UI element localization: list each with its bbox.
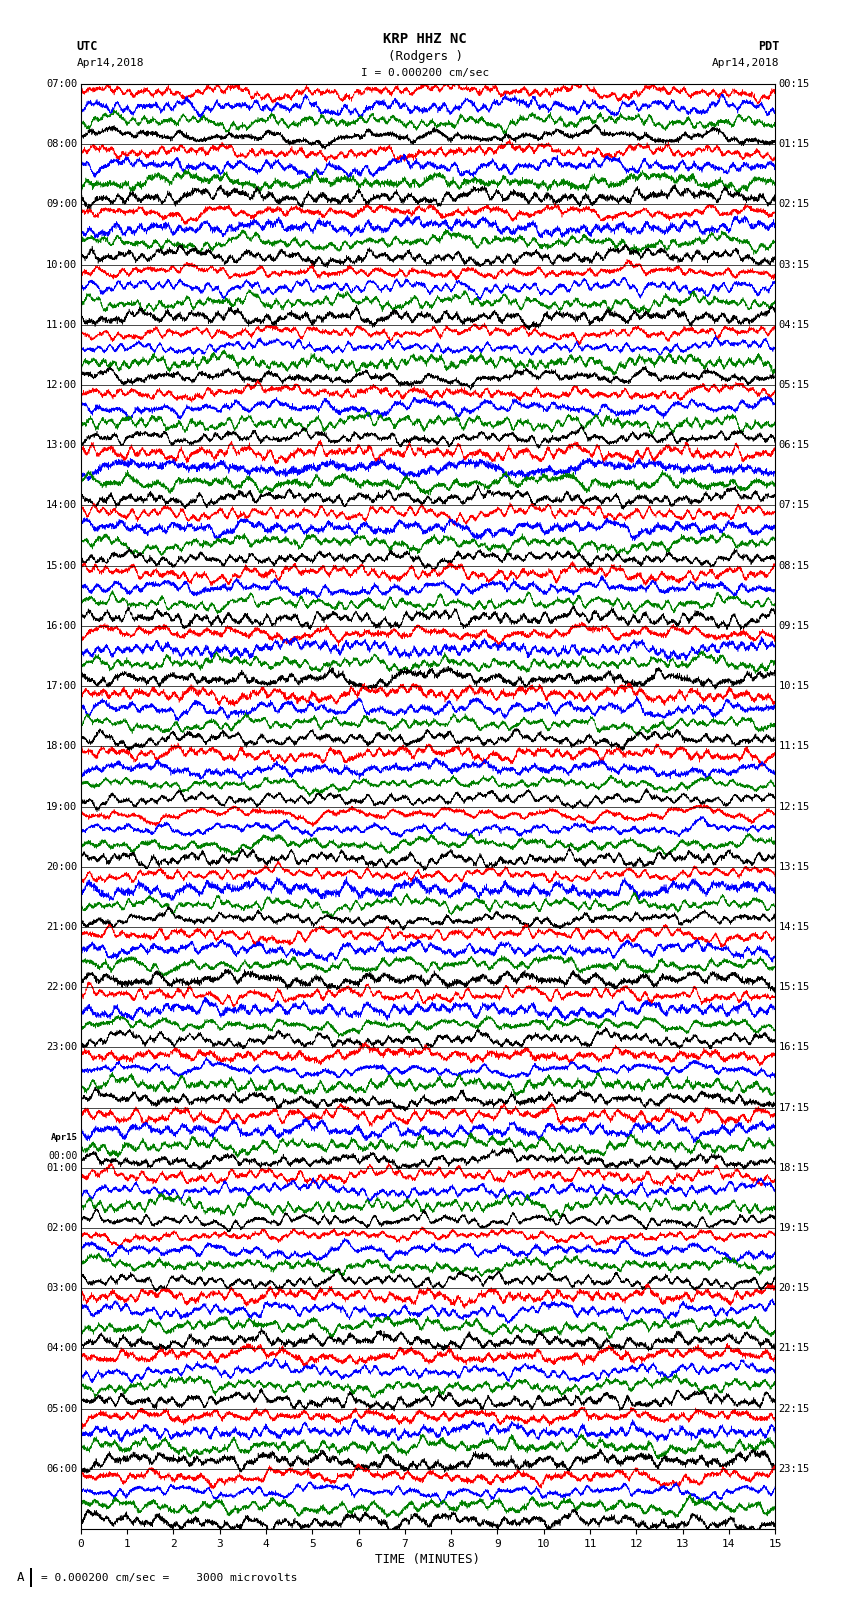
Text: 18:15: 18:15 [779, 1163, 810, 1173]
Text: Apr15: Apr15 [50, 1134, 77, 1142]
Text: 18:00: 18:00 [46, 742, 77, 752]
Text: 14:15: 14:15 [779, 923, 810, 932]
Text: 22:00: 22:00 [46, 982, 77, 992]
Text: 00:15: 00:15 [779, 79, 810, 89]
Text: 04:15: 04:15 [779, 319, 810, 329]
Text: 03:15: 03:15 [779, 260, 810, 269]
Text: 22:15: 22:15 [779, 1403, 810, 1413]
Text: I = 0.000200 cm/sec: I = 0.000200 cm/sec [361, 68, 489, 77]
Text: 05:15: 05:15 [779, 381, 810, 390]
Text: Apr14,2018: Apr14,2018 [712, 58, 779, 68]
Text: PDT: PDT [758, 40, 779, 53]
Text: 14:00: 14:00 [46, 500, 77, 510]
Text: Apr14,2018: Apr14,2018 [76, 58, 144, 68]
Text: 06:00: 06:00 [46, 1465, 77, 1474]
Text: 15:15: 15:15 [779, 982, 810, 992]
Text: 08:00: 08:00 [46, 139, 77, 148]
Text: 10:15: 10:15 [779, 681, 810, 690]
X-axis label: TIME (MINUTES): TIME (MINUTES) [376, 1553, 480, 1566]
Text: 16:00: 16:00 [46, 621, 77, 631]
Text: 17:00: 17:00 [46, 681, 77, 690]
Text: 11:00: 11:00 [46, 319, 77, 329]
Text: 03:00: 03:00 [46, 1284, 77, 1294]
Text: 05:00: 05:00 [46, 1403, 77, 1413]
Text: A: A [17, 1571, 25, 1584]
Text: 15:00: 15:00 [46, 561, 77, 571]
Text: 10:00: 10:00 [46, 260, 77, 269]
Text: = 0.000200 cm/sec =    3000 microvolts: = 0.000200 cm/sec = 3000 microvolts [41, 1573, 298, 1582]
Text: 04:00: 04:00 [46, 1344, 77, 1353]
Text: 01:00: 01:00 [46, 1163, 77, 1173]
Text: 19:00: 19:00 [46, 802, 77, 811]
Text: 13:15: 13:15 [779, 861, 810, 871]
Text: 20:15: 20:15 [779, 1284, 810, 1294]
Text: 12:15: 12:15 [779, 802, 810, 811]
Text: 02:00: 02:00 [46, 1223, 77, 1232]
Text: 23:15: 23:15 [779, 1465, 810, 1474]
Text: 09:15: 09:15 [779, 621, 810, 631]
Text: 07:15: 07:15 [779, 500, 810, 510]
Text: UTC: UTC [76, 40, 98, 53]
Text: 11:15: 11:15 [779, 742, 810, 752]
Text: 12:00: 12:00 [46, 381, 77, 390]
Text: 09:00: 09:00 [46, 200, 77, 210]
Text: 21:00: 21:00 [46, 923, 77, 932]
Text: 00:00: 00:00 [48, 1152, 77, 1161]
Text: 13:00: 13:00 [46, 440, 77, 450]
Text: 07:00: 07:00 [46, 79, 77, 89]
Text: 21:15: 21:15 [779, 1344, 810, 1353]
Text: 08:15: 08:15 [779, 561, 810, 571]
Text: 23:00: 23:00 [46, 1042, 77, 1052]
Text: 06:15: 06:15 [779, 440, 810, 450]
Text: KRP HHZ NC: KRP HHZ NC [383, 32, 467, 47]
Text: 01:15: 01:15 [779, 139, 810, 148]
Text: 16:15: 16:15 [779, 1042, 810, 1052]
Text: 02:15: 02:15 [779, 200, 810, 210]
Text: 19:15: 19:15 [779, 1223, 810, 1232]
Text: 17:15: 17:15 [779, 1103, 810, 1113]
Text: (Rodgers ): (Rodgers ) [388, 50, 462, 63]
Text: 20:00: 20:00 [46, 861, 77, 871]
